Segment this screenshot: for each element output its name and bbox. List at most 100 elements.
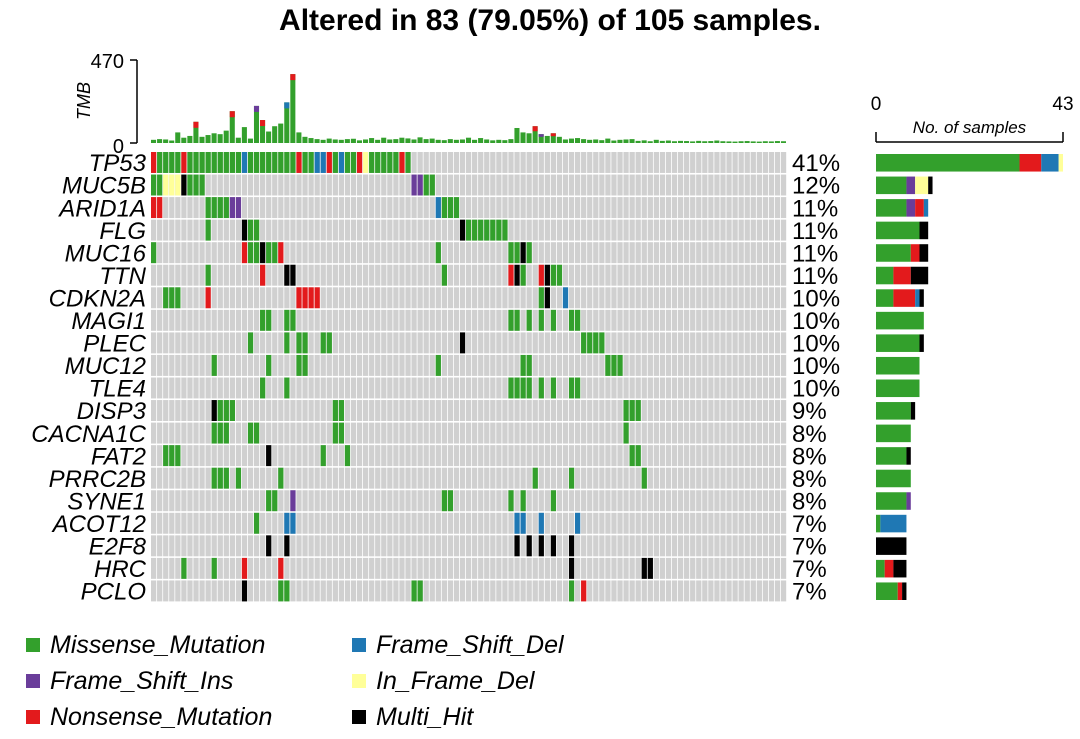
matrix-cell-empty	[702, 377, 708, 399]
tmb-bar	[229, 111, 235, 143]
matrix-cell-empty	[562, 512, 569, 534]
matrix-cell-empty	[726, 174, 732, 196]
matrix-cell-empty	[447, 512, 454, 534]
matrix-cell-empty	[738, 422, 744, 444]
matrix-cell-empty	[465, 309, 472, 331]
matrix-cell-empty	[235, 242, 242, 264]
matrix-cell-empty	[532, 512, 538, 534]
matrix-cell-empty	[605, 400, 611, 421]
tmb-bar	[714, 140, 720, 143]
matrix-cell-empty	[568, 400, 575, 421]
matrix-cell-empty	[696, 332, 702, 354]
matrix-cell-empty	[308, 332, 314, 354]
matrix-cell-empty	[447, 354, 454, 376]
matrix-cell-empty	[762, 512, 769, 534]
matrix-cell-missense-mutation	[447, 197, 454, 219]
tmb-bar	[266, 131, 272, 143]
matrix-cell-missense-mutation	[284, 377, 290, 399]
matrix-cell-empty	[478, 467, 484, 489]
matrix-cell-empty	[465, 580, 472, 602]
matrix-cell-empty	[526, 557, 532, 579]
matrix-cell-empty	[605, 535, 611, 557]
matrix-cell-missense-mutation	[211, 557, 217, 579]
matrix-cell-empty	[229, 242, 235, 264]
matrix-cell-empty	[720, 535, 726, 557]
matrix-cell-empty	[581, 445, 587, 467]
matrix-cell-empty	[199, 287, 205, 309]
tmb-bar	[629, 139, 635, 143]
matrix-cell-empty	[677, 467, 684, 489]
matrix-cell-empty	[302, 580, 308, 602]
matrix-cell-empty	[556, 354, 563, 376]
matrix-cell-empty	[260, 445, 266, 467]
matrix-cell-empty	[641, 490, 647, 512]
matrix-cell-empty	[393, 400, 399, 421]
matrix-cell-nonsense-mutation	[538, 264, 544, 286]
matrix-cell-empty	[568, 445, 575, 467]
matrix-cell-empty	[629, 287, 635, 309]
matrix-cell-empty	[320, 219, 326, 241]
side-bar-nonsense-mutation	[893, 289, 916, 307]
matrix-cell-empty	[720, 422, 726, 444]
percent-label-acot12: 7%	[792, 511, 827, 538]
matrix-cell-empty	[623, 490, 629, 512]
matrix-cell-empty	[193, 377, 199, 399]
matrix-cell-empty	[647, 445, 653, 467]
matrix-cell-empty	[508, 557, 514, 579]
matrix-cell-empty	[363, 242, 369, 264]
matrix-cell-empty	[356, 309, 363, 331]
matrix-cell-empty	[629, 354, 635, 376]
matrix-cell-empty	[296, 467, 302, 489]
matrix-cell-missense-mutation	[229, 400, 235, 421]
matrix-cell-empty	[720, 354, 726, 376]
matrix-cell-empty	[260, 580, 266, 602]
matrix-cell-empty	[690, 309, 696, 331]
matrix-cell-empty	[193, 535, 199, 557]
matrix-cell-empty	[205, 490, 211, 512]
tmb-bar	[290, 74, 296, 143]
matrix-cell-empty	[229, 512, 235, 534]
matrix-cell-missense-mutation	[266, 152, 272, 173]
matrix-cell-empty	[508, 512, 514, 534]
matrix-cell-empty	[653, 400, 659, 421]
matrix-cell-empty	[526, 490, 532, 512]
matrix-cell-empty	[726, 152, 732, 173]
matrix-cell-empty	[659, 354, 666, 376]
matrix-cell-empty	[375, 332, 381, 354]
matrix-cell-empty	[593, 197, 599, 219]
matrix-cell-empty	[774, 467, 781, 489]
matrix-cell-empty	[393, 309, 399, 331]
matrix-cell-empty	[544, 197, 550, 219]
matrix-cell-empty	[593, 490, 599, 512]
matrix-cell-empty	[399, 287, 405, 309]
matrix-cell-empty	[605, 580, 611, 602]
matrix-cell-empty	[199, 264, 205, 286]
side-bar-frame-shift-ins	[906, 199, 916, 217]
matrix-cell-empty	[266, 264, 272, 286]
tmb-bar	[671, 141, 677, 143]
matrix-cell-empty	[696, 264, 702, 286]
matrix-cell-empty	[411, 354, 417, 376]
matrix-cell-empty	[647, 332, 653, 354]
matrix-cell-empty	[278, 197, 284, 219]
matrix-cell-empty	[229, 354, 235, 376]
matrix-cell-empty	[453, 557, 460, 579]
matrix-cell-empty	[774, 512, 781, 534]
matrix-cell-multi-hit	[290, 264, 296, 286]
matrix-cell-empty	[732, 264, 738, 286]
matrix-cell-empty	[714, 354, 720, 376]
matrix-cell-empty	[768, 309, 775, 331]
matrix-cell-missense-mutation	[623, 400, 629, 421]
matrix-cell-empty	[653, 264, 659, 286]
matrix-cell-empty	[671, 557, 678, 579]
matrix-cell-empty	[520, 445, 526, 467]
matrix-cell-empty	[520, 535, 526, 557]
matrix-cell-empty	[266, 197, 272, 219]
matrix-cell-empty	[175, 400, 181, 421]
matrix-cell-empty	[484, 557, 490, 579]
matrix-cell-empty	[780, 400, 787, 421]
matrix-cell-empty	[593, 264, 599, 286]
matrix-cell-empty	[647, 400, 653, 421]
matrix-cell-missense-mutation	[605, 354, 611, 376]
matrix-cell-empty	[272, 197, 278, 219]
